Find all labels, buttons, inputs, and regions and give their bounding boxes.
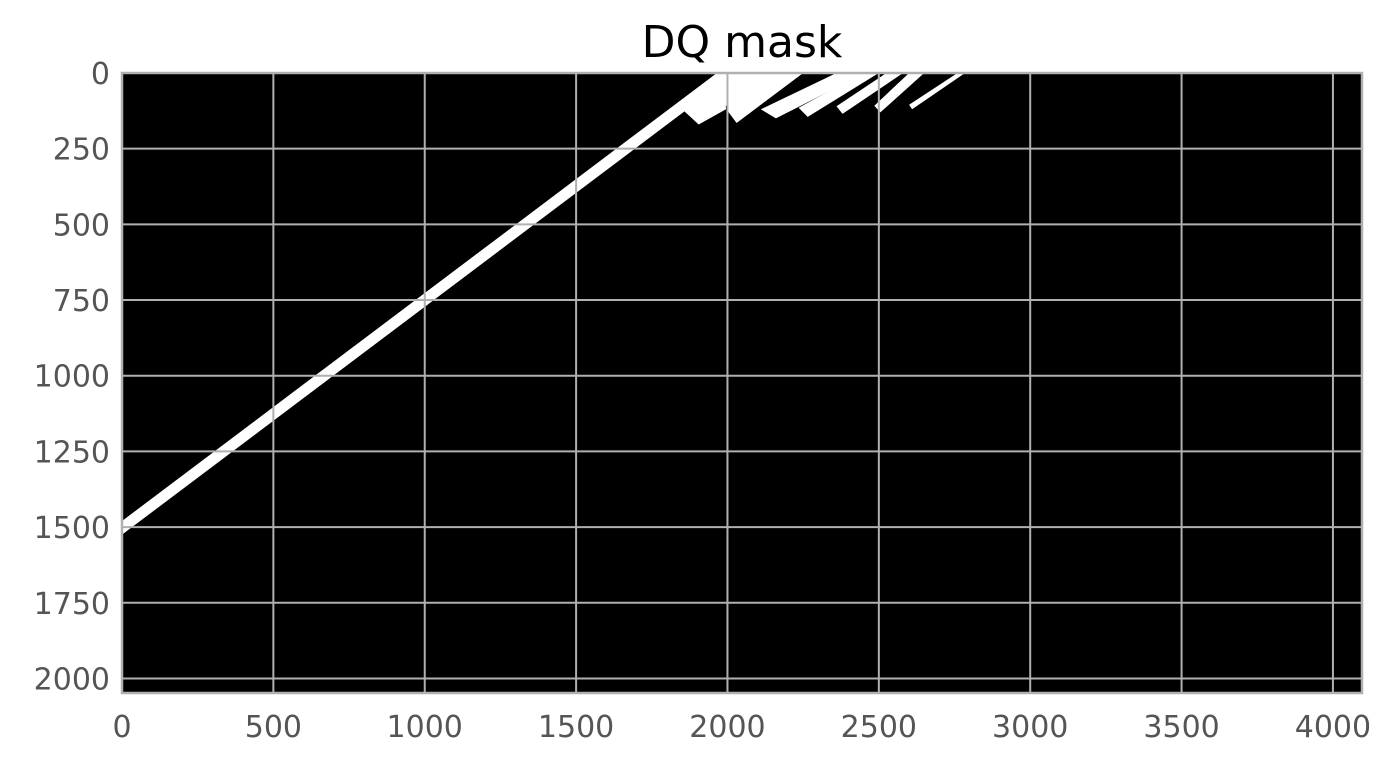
x-tick-label: 500 (245, 710, 302, 745)
plot-area (122, 73, 1362, 693)
y-tick-label: 1750 (34, 587, 110, 622)
x-tick-label: 0 (112, 710, 131, 745)
chart-title: DQ mask (642, 17, 843, 68)
x-tick-label: 2500 (841, 710, 917, 745)
y-tick-label: 500 (53, 208, 110, 243)
y-tick-label: 1000 (34, 360, 110, 395)
y-tick-label: 1500 (34, 511, 110, 546)
x-tick-label: 4000 (1295, 710, 1371, 745)
x-tick-label: 1500 (538, 710, 614, 745)
x-tick-label: 3000 (992, 710, 1068, 745)
y-tick-label: 250 (53, 133, 110, 168)
x-tick-label: 2000 (689, 710, 765, 745)
y-tick-label: 2000 (34, 662, 110, 697)
x-tick-label: 1000 (387, 710, 463, 745)
y-tick-label: 0 (91, 57, 110, 92)
y-axis-ticks: 0 250 500 750 1000 1250 1500 1750 2000 (34, 57, 110, 697)
y-tick-label: 750 (53, 284, 110, 319)
y-tick-label: 1250 (34, 435, 110, 470)
x-tick-label: 3500 (1143, 710, 1219, 745)
x-axis-ticks: 0 500 1000 1500 2000 2500 3000 3500 4000 (112, 710, 1371, 745)
